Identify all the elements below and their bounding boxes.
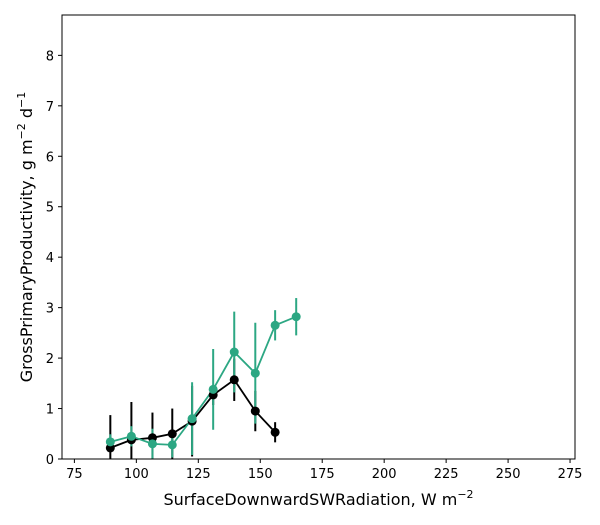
data-point-teal-3	[167, 440, 177, 450]
x-tick-label-100: 100	[124, 467, 149, 482]
series-line-teal	[110, 315, 297, 446]
y-tick-label-0: 0	[46, 453, 54, 468]
x-axis-label-exponent: −2	[457, 488, 473, 501]
data-point-teal-9	[291, 312, 301, 322]
y-axis-label-unit: d	[17, 108, 36, 123]
x-axis-ticks: 75 100 125 150 175 200 225 250 275	[66, 459, 582, 482]
data-point-black-3	[167, 429, 177, 439]
x-tick-label-175: 175	[310, 467, 335, 482]
data-point-teal-2	[147, 439, 157, 449]
y-axis-label: GrossPrimaryProductivity, g m−2 d−1	[15, 92, 36, 382]
y-axis-ticks: 0 1 2 3 4 5 6 7 8	[46, 49, 62, 468]
data-point-teal-4	[187, 414, 197, 424]
data-point-black-8	[270, 427, 280, 437]
y-axis-label-text: GrossPrimaryProductivity, g m	[17, 139, 36, 382]
y-axis-label-exponent-2: −1	[15, 92, 28, 108]
data-point-teal-1	[126, 431, 136, 441]
data-point-black-7	[250, 406, 260, 416]
y-tick-label-8: 8	[46, 49, 54, 64]
y-tick-label-5: 5	[46, 201, 54, 216]
data-point-teal-7	[250, 368, 260, 378]
data-point-teal-6	[229, 347, 239, 357]
x-tick-label-200: 200	[372, 467, 397, 482]
y-tick-label-2: 2	[46, 352, 54, 367]
plot-frame	[61, 14, 576, 460]
data-point-teal-8	[270, 320, 280, 330]
x-tick-label-275: 275	[558, 467, 583, 482]
data-point-teal-0	[105, 437, 115, 447]
series-lines-layer	[110, 315, 297, 449]
data-points-layer	[105, 312, 301, 453]
x-axis-label-text: SurfaceDownwardSWRadiation, W m	[163, 490, 457, 509]
x-tick-label-150: 150	[248, 467, 273, 482]
x-tick-label-75: 75	[66, 467, 83, 482]
x-axis-label: SurfaceDownwardSWRadiation, W m−2	[163, 488, 473, 509]
data-point-black-6	[229, 375, 239, 385]
y-tick-label-3: 3	[46, 302, 54, 317]
y-axis-label-exponent-1: −2	[15, 123, 28, 139]
x-tick-label-125: 125	[186, 467, 211, 482]
error-bars-layer	[109, 298, 298, 459]
y-tick-label-1: 1	[46, 403, 54, 418]
y-tick-label-6: 6	[46, 150, 54, 165]
y-tick-label-7: 7	[46, 100, 54, 115]
x-tick-label-250: 250	[496, 467, 521, 482]
data-point-teal-5	[208, 384, 218, 394]
y-tick-label-4: 4	[46, 251, 54, 266]
x-tick-label-225: 225	[434, 467, 459, 482]
